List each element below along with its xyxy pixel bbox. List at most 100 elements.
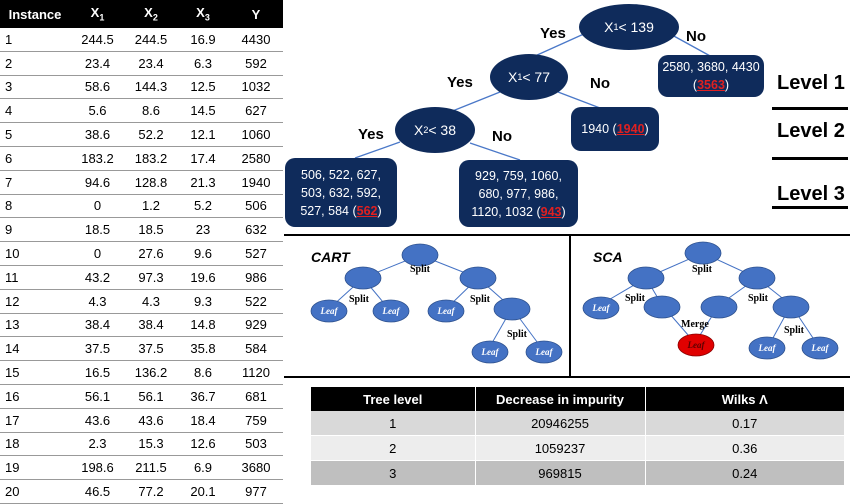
table-row: 11 43.2 97.3 19.6 986 xyxy=(0,265,283,290)
table-row: 1 244.5 244.5 16.9 4430 xyxy=(0,28,283,52)
table-cell: 12.5 xyxy=(177,75,229,100)
table-cell: 527 xyxy=(229,241,283,266)
sca-title: SCA xyxy=(593,249,623,265)
table-cell: 1 xyxy=(0,28,70,52)
level-3-label: Level 3 xyxy=(777,183,845,205)
table-cell: 58.6 xyxy=(70,75,125,100)
table-cell: 211.5 xyxy=(125,455,177,481)
cart-split-label-1: Split xyxy=(410,264,431,275)
table-cell: 632 xyxy=(229,217,283,243)
table-row: 15 16.5 136.2 8.6 1120 xyxy=(0,360,283,385)
table-cell: 16.9 xyxy=(177,28,229,52)
table-cell: 19.6 xyxy=(177,265,229,290)
sca-split-label-2: Split xyxy=(625,293,646,304)
table-cell: 10 xyxy=(0,241,70,266)
table-cell: 198.6 xyxy=(70,455,125,481)
table-cell: 969815 xyxy=(474,460,645,486)
tree-leaf-level1: 2580, 3680, 4430 (3563) xyxy=(658,55,764,97)
level-1-line xyxy=(772,107,848,110)
table-cell: 592 xyxy=(229,51,283,76)
level-2-label: Level 2 xyxy=(777,120,845,142)
header-decrease-impurity: Decrease in impurity xyxy=(474,387,645,411)
sca-right-node xyxy=(738,266,776,290)
table-cell: 43.6 xyxy=(125,408,177,433)
table-cell: 18.4 xyxy=(177,408,229,433)
sca-left-node xyxy=(627,266,665,290)
table-cell: 244.5 xyxy=(125,28,177,52)
table-cell: 183.2 xyxy=(125,146,177,171)
level-2-line xyxy=(772,157,848,160)
table-cell: 2 xyxy=(0,51,70,76)
table-row: 10 0 27.6 9.6 527 xyxy=(0,241,283,266)
table-cell: 9 xyxy=(0,217,70,243)
table-cell: 8.6 xyxy=(177,360,229,385)
cart-sca-panel xyxy=(284,234,850,378)
cart-leaf-3-label: Leaf xyxy=(437,306,456,316)
table-row: 1 20946255 0.17 xyxy=(311,411,844,436)
cart-leaf-2 xyxy=(372,299,410,323)
table-cell: 1120 xyxy=(229,360,283,385)
table-cell: 0.24 xyxy=(644,460,844,486)
table-cell: 18 xyxy=(0,432,70,457)
table-cell: 6.3 xyxy=(177,51,229,76)
table-cell: 12.6 xyxy=(177,432,229,457)
table-cell: 12.1 xyxy=(177,122,229,147)
table-cell: 2580 xyxy=(229,146,283,171)
sca-mid-node-2 xyxy=(700,295,738,319)
table-cell: 8.6 xyxy=(125,98,177,124)
cart-title: CART xyxy=(311,249,351,265)
table-row: 9 18.5 18.5 23 632 xyxy=(0,217,283,243)
edge-label-yes-3: Yes xyxy=(358,126,384,143)
table-cell: 4430 xyxy=(229,28,283,52)
sca-merge-leaf xyxy=(677,333,715,357)
table-row: 14 37.5 37.5 35.8 584 xyxy=(0,336,283,362)
table-row: 4 5.6 8.6 14.5 627 xyxy=(0,98,283,124)
impurity-table: Tree level Decrease in impurity Wilks Λ … xyxy=(311,387,844,486)
table-cell: 506 xyxy=(229,194,283,219)
table-cell: 5.2 xyxy=(177,194,229,219)
table-cell: 929 xyxy=(229,313,283,338)
table-cell: 35.8 xyxy=(177,336,229,362)
table-cell: 16 xyxy=(0,384,70,409)
edge-label-yes-1: Yes xyxy=(540,25,566,42)
cart-leaf-4 xyxy=(471,340,509,364)
table-cell: 14 xyxy=(0,336,70,362)
tree-leaf-level3-yes: 506, 522, 627, 503, 632, 592, 527, 584 (… xyxy=(285,158,397,227)
panel-divider xyxy=(569,236,571,376)
table-cell: 4.3 xyxy=(125,289,177,314)
table-cell: 15 xyxy=(0,360,70,385)
edge-n2-n3 xyxy=(449,91,501,113)
impurity-table-header: Tree level Decrease in impurity Wilks Λ xyxy=(311,387,844,411)
table-row: 17 43.6 43.6 18.4 759 xyxy=(0,408,283,433)
table-cell: 183.2 xyxy=(70,146,125,171)
table-cell: 0 xyxy=(70,194,125,219)
table-cell: 56.1 xyxy=(70,384,125,409)
edge-label-no-1: No xyxy=(686,28,706,45)
tree-leaf-level3-no: 929, 759, 1060, 680, 977, 986, 1120, 103… xyxy=(459,160,578,227)
edge-root-n2 xyxy=(534,32,587,57)
sca-merge-leaf-label: Leaf xyxy=(687,340,706,350)
table-cell: 23 xyxy=(177,217,229,243)
table-cell: 3 xyxy=(311,460,475,486)
cart-split-label-4: Split xyxy=(507,329,528,340)
cart-split-label-2: Split xyxy=(349,294,370,305)
cart-right-node xyxy=(459,266,497,290)
table-cell: 244.5 xyxy=(70,28,125,52)
edge-label-yes-2: Yes xyxy=(447,74,473,91)
cart-leaf-2-label: Leaf xyxy=(382,306,401,316)
sca-split-node xyxy=(772,295,810,319)
table-cell: 128.8 xyxy=(125,170,177,195)
table-row: 3 58.6 144.3 12.5 1032 xyxy=(0,75,283,100)
table-cell: 21.3 xyxy=(177,170,229,195)
header-wilks: Wilks Λ xyxy=(644,387,844,411)
header-y: Y xyxy=(229,0,283,28)
table-cell: 2.3 xyxy=(70,432,125,457)
table-cell: 14.5 xyxy=(177,98,229,124)
edge-label-no-2: No xyxy=(590,75,610,92)
cart-leaf-3 xyxy=(427,299,465,323)
table-cell: 18.5 xyxy=(125,217,177,243)
table-cell: 19 xyxy=(0,455,70,481)
table-cell: 56.1 xyxy=(125,384,177,409)
